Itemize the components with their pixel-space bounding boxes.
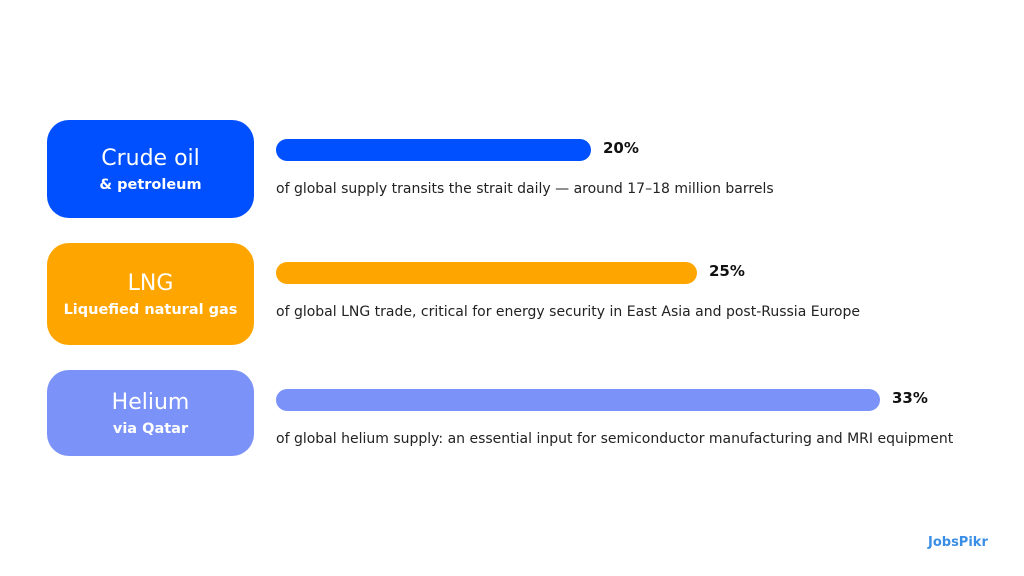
category-card: LNG Liquefied natural gas	[47, 243, 254, 345]
bar-row: LNG Liquefied natural gas 25% of global …	[47, 243, 1007, 345]
category-subtitle: & petroleum	[99, 176, 202, 193]
category-title: Crude oil	[101, 145, 200, 171]
bar-row: Crude oil & petroleum 20% of global supp…	[47, 120, 1007, 220]
jobspikr-logo: JobsPikr	[928, 535, 988, 550]
description: of global supply transits the strait dai…	[276, 181, 774, 197]
description: of global helium supply: an essential in…	[276, 431, 954, 447]
value-label: 33%	[892, 389, 928, 407]
category-subtitle: via Qatar	[112, 420, 189, 437]
category-title: Helium	[111, 389, 190, 415]
bar	[276, 139, 591, 161]
bar-row: Helium via Qatar 33% of global helium su…	[47, 370, 1007, 470]
bar	[276, 389, 880, 411]
description: of global LNG trade, critical for energy…	[276, 304, 860, 320]
category-card: Crude oil & petroleum	[47, 120, 254, 218]
category-card: Helium via Qatar	[47, 370, 254, 456]
category-subtitle: Liquefied natural gas	[63, 301, 238, 318]
bar	[276, 262, 697, 284]
category-title: LNG	[127, 270, 174, 296]
value-label: 20%	[603, 139, 639, 157]
value-label: 25%	[709, 262, 745, 280]
